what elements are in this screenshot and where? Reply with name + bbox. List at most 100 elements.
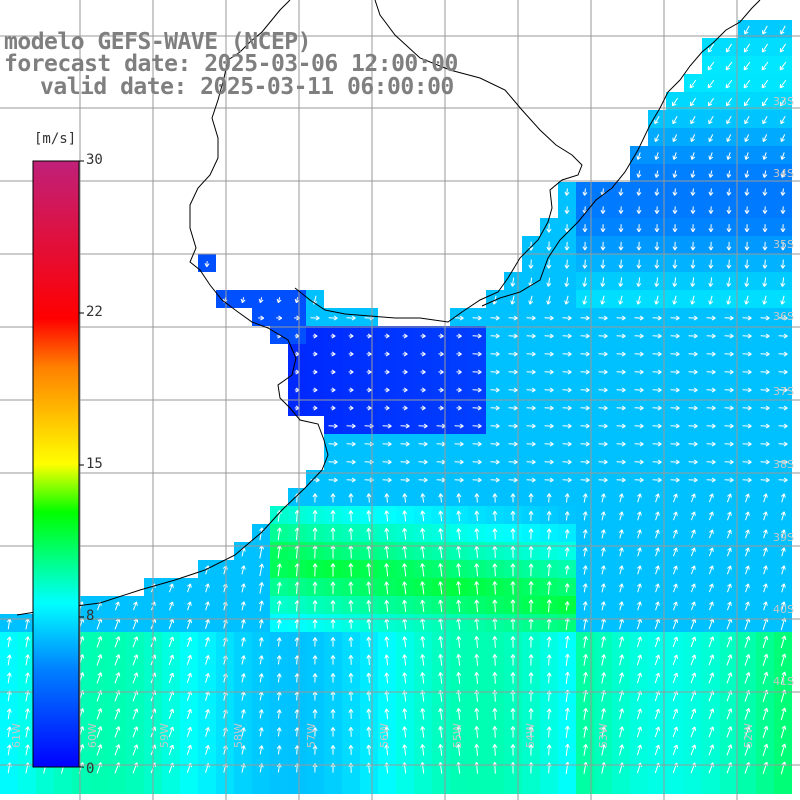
wind-speed-cell xyxy=(468,470,486,488)
wind-arrow xyxy=(205,583,210,593)
wind-arrow xyxy=(205,744,210,755)
wind-arrow xyxy=(526,405,536,411)
wind-arrow xyxy=(454,477,464,483)
wind-arrow xyxy=(6,654,12,666)
wind-arrow xyxy=(474,653,480,666)
wind-speed-cell xyxy=(522,344,540,362)
wind-arrow xyxy=(706,369,716,375)
wind-speed-cell xyxy=(450,776,468,794)
wind-arrow xyxy=(456,369,462,375)
wind-arrow xyxy=(528,259,534,269)
wind-speed-cell xyxy=(594,434,612,452)
wind-arrow xyxy=(490,333,500,339)
wind-arrow xyxy=(708,529,714,539)
wind-arrow xyxy=(400,423,410,429)
lon-label: 53W xyxy=(597,723,610,748)
wind-arrow xyxy=(508,423,518,429)
wind-speed-cell xyxy=(756,398,774,416)
wind-arrow xyxy=(438,351,444,357)
wind-arrow xyxy=(690,601,696,611)
wind-arrow xyxy=(743,43,751,53)
wind-arrow xyxy=(366,493,372,503)
wind-arrow xyxy=(472,459,482,465)
wind-speed-cell xyxy=(360,308,378,326)
wind-speed-cell xyxy=(468,380,486,398)
wind-arrow xyxy=(346,477,356,483)
wind-arrow xyxy=(708,493,714,503)
wind-arrow xyxy=(562,477,572,483)
wind-arrow xyxy=(762,653,769,666)
wind-speed-cell xyxy=(324,434,342,452)
lon-label: 54W xyxy=(524,723,537,748)
wind-speed-cell xyxy=(504,416,522,434)
wind-speed-cell xyxy=(594,398,612,416)
wind-arrow xyxy=(382,477,392,483)
wind-speed-cell xyxy=(738,56,756,74)
wind-arrow xyxy=(490,459,500,465)
wind-arrow xyxy=(726,529,732,539)
wind-arrow xyxy=(760,369,770,375)
wind-arrow xyxy=(508,387,518,393)
wind-arrow xyxy=(654,170,660,178)
wind-arrow xyxy=(726,206,732,214)
wind-arrow xyxy=(456,725,462,738)
wind-arrow xyxy=(724,477,734,483)
wind-speed-cell xyxy=(684,470,702,488)
wind-speed-cell xyxy=(630,398,648,416)
wind-arrow xyxy=(276,600,282,612)
wind-speed-cell xyxy=(684,92,702,110)
wind-arrow xyxy=(724,423,734,429)
wind-arrow xyxy=(382,459,392,465)
wind-arrow xyxy=(510,545,516,558)
wind-arrow xyxy=(564,583,570,593)
wind-arrow xyxy=(670,315,680,321)
wind-speed-cell xyxy=(738,308,756,326)
wind-arrow xyxy=(744,295,750,305)
wind-arrow xyxy=(779,43,787,53)
wind-arrow xyxy=(276,563,282,577)
wind-arrow xyxy=(259,563,264,577)
wind-speed-cell xyxy=(774,398,792,416)
wind-speed-cell xyxy=(414,776,432,794)
wind-arrow xyxy=(618,565,624,575)
wind-arrow xyxy=(762,25,768,35)
wind-speed-cell xyxy=(774,380,792,398)
wind-arrow xyxy=(619,636,625,648)
wind-arrow xyxy=(654,206,660,214)
wind-arrow xyxy=(258,655,264,665)
wind-arrow xyxy=(634,387,644,393)
wind-arrow xyxy=(384,708,390,720)
wind-arrow xyxy=(418,477,428,483)
wind-arrow xyxy=(654,726,661,738)
wind-arrow xyxy=(258,600,264,612)
wind-arrow xyxy=(420,581,426,595)
wind-speed-cell xyxy=(468,434,486,452)
wind-arrow xyxy=(132,726,139,738)
wind-arrow xyxy=(743,97,750,107)
wind-arrow xyxy=(510,510,516,521)
wind-speed-cell xyxy=(594,362,612,380)
wind-arrow xyxy=(438,493,444,503)
wind-speed-cell xyxy=(36,776,54,794)
wind-speed-cell xyxy=(486,308,504,326)
wind-arrow xyxy=(330,510,336,522)
wind-arrow xyxy=(510,726,516,738)
wind-arrow xyxy=(672,152,678,160)
wind-arrow xyxy=(402,708,408,720)
wind-speed-cell xyxy=(522,326,540,344)
wind-arrow xyxy=(726,134,732,143)
wind-arrow xyxy=(780,725,787,739)
wind-arrow xyxy=(544,459,554,465)
wind-speed-cell xyxy=(288,308,306,326)
wind-speed-cell xyxy=(270,308,288,326)
wind-arrow xyxy=(636,188,642,196)
wind-arrow xyxy=(690,583,696,593)
wind-arrow xyxy=(366,369,372,375)
wind-speed-cell xyxy=(522,434,540,452)
wind-speed-cell xyxy=(252,776,270,794)
wind-speed-cell xyxy=(558,308,576,326)
wind-arrow xyxy=(420,599,426,612)
wind-speed-cell xyxy=(684,362,702,380)
wind-arrow xyxy=(312,619,318,629)
